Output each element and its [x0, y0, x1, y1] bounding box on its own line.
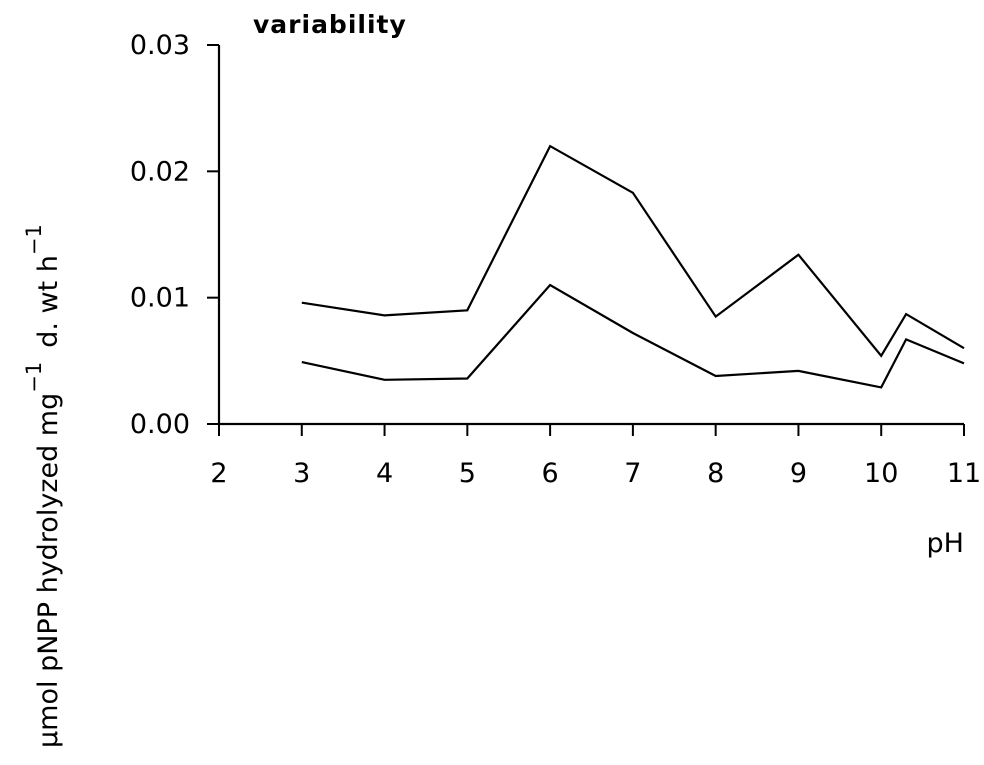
y-axis-label-sup2: −1 — [22, 224, 46, 255]
series-line-2 — [301, 283, 965, 389]
x-tick-label: 2 — [210, 458, 227, 489]
x-tick-label: 10 — [864, 458, 898, 489]
x-tick-label: 5 — [459, 458, 476, 489]
y-tick-label: 0.03 — [130, 30, 190, 61]
y-ticks: 0.00 0.01 0.02 0.03 — [130, 30, 219, 440]
y-axis-label-sup1: −1 — [22, 362, 46, 393]
y-tick-label: 0.02 — [130, 156, 190, 187]
y-axis-label-main: μmol pNPP hydrolyzed mg — [33, 393, 64, 748]
x-tick-label: 6 — [542, 458, 559, 489]
y-axis-label-mid: d. wt h — [33, 255, 64, 348]
x-tick-label: 4 — [376, 458, 393, 489]
x-ticks: 2 3 4 5 6 7 8 9 10 11 — [210, 424, 981, 489]
series-layer — [301, 144, 965, 389]
x-tick-label: 11 — [947, 458, 981, 489]
y-tick-label: 0.01 — [130, 283, 190, 314]
series-line-1 — [301, 144, 965, 358]
y-axis-label: μmol pNPP hydrolyzed mg−1d. wt h−1 — [22, 224, 64, 748]
chart-title: variability — [253, 10, 407, 39]
x-axis-label: pH — [927, 528, 964, 559]
axes — [217, 45, 964, 426]
x-tick-label: 7 — [624, 458, 641, 489]
x-tick-label: 8 — [707, 458, 724, 489]
x-tick-label: 3 — [293, 458, 310, 489]
x-tick-label: 9 — [790, 458, 807, 489]
y-tick-label: 0.00 — [130, 409, 190, 440]
